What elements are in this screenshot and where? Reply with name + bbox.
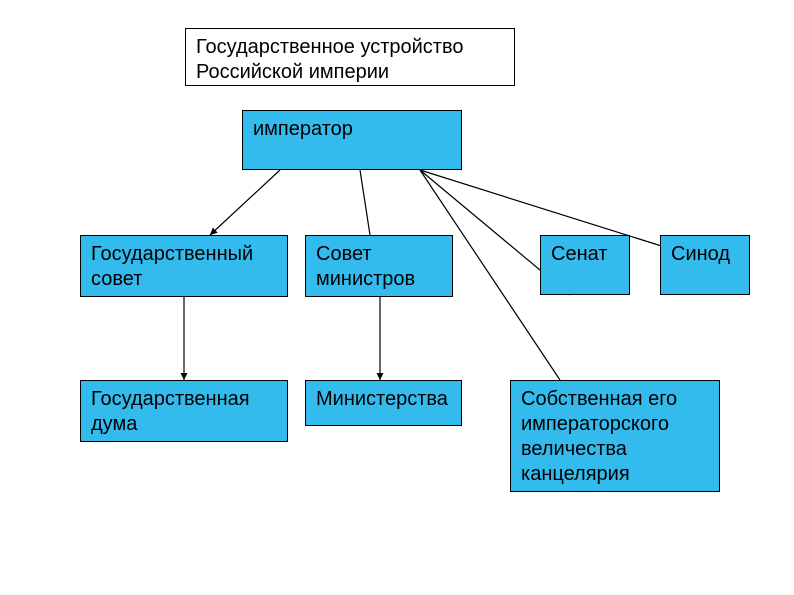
title-box: Государственное устройствоРоссийской имп… bbox=[185, 28, 515, 86]
council-ministers-label: Советминистров bbox=[316, 242, 415, 292]
connector-layer bbox=[0, 0, 794, 595]
emperor-node: император bbox=[242, 110, 462, 170]
state-council-node: Государственныйсовет bbox=[80, 235, 288, 297]
state-duma-label: Государственнаядума bbox=[91, 387, 250, 437]
senate-node: Сенат bbox=[540, 235, 630, 295]
state-duma-node: Государственнаядума bbox=[80, 380, 288, 442]
synod-node: Синод bbox=[660, 235, 750, 295]
senate-label: Сенат bbox=[551, 242, 607, 267]
emperor-label: император bbox=[253, 117, 353, 142]
ministries-label: Министерства bbox=[316, 387, 448, 412]
chancellery-node: Собственная егоимператорскоговеличествак… bbox=[510, 380, 720, 492]
chancellery-label: Собственная егоимператорскоговеличествак… bbox=[521, 387, 677, 487]
synod-label: Синод bbox=[671, 242, 730, 267]
council-ministers-node: Советминистров bbox=[305, 235, 453, 297]
state-council-label: Государственныйсовет bbox=[91, 242, 253, 292]
ministries-node: Министерства bbox=[305, 380, 462, 426]
title-text: Государственное устройствоРоссийской имп… bbox=[196, 35, 463, 85]
